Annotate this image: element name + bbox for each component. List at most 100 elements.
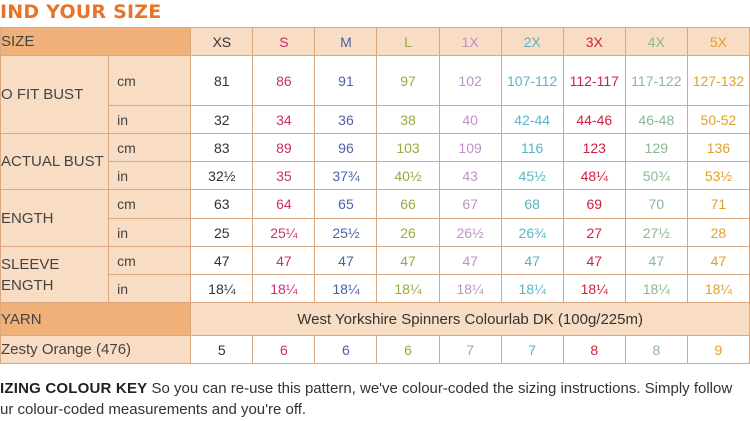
measurement-value: 40 — [438, 105, 502, 134]
size-header: 3X — [562, 27, 626, 56]
measurement-value: 26½ — [438, 218, 502, 247]
size-header: M — [314, 27, 378, 56]
skein-count: 8 — [562, 335, 626, 364]
measurement-value: 26¾ — [500, 218, 564, 247]
measurement-value: 112-117 — [562, 55, 626, 106]
sizing-colour-key: IZING COLOUR KEY So you can re-use this … — [0, 378, 750, 420]
colour-label: Zesty Orange (476) — [0, 335, 192, 364]
measurement-value: 47 — [562, 246, 626, 275]
sleeve-label-line-1: SLEEVE — [1, 255, 60, 273]
measurement-value: 18¼ — [190, 274, 254, 303]
skein-count: 6 — [376, 335, 440, 364]
measurement-row: ENGTH cm 63 64 65 66 67 68 69 70 71 — [0, 189, 750, 247]
size-header: S — [252, 27, 316, 56]
measurement-value: 18¼ — [252, 274, 316, 303]
measurement-group-label: ACTUAL BUST — [0, 133, 110, 190]
measurement-value: 83 — [190, 133, 254, 162]
measurement-group-label: O FIT BUST — [0, 55, 110, 134]
measurement-value: 103 — [376, 133, 440, 162]
measurement-value: 91 — [314, 55, 378, 106]
unit-label: in — [108, 218, 192, 247]
measurement-value: 47 — [686, 246, 750, 275]
key-heading: IZING COLOUR KEY — [0, 380, 148, 397]
measurement-value: 86 — [252, 55, 316, 106]
size-header: 1X — [438, 27, 502, 56]
measurement-value: 117-122 — [624, 55, 688, 106]
measurement-value: 18¼ — [562, 274, 626, 303]
measurement-row: ACTUAL BUST cm 83 89 96 103 109 116 123 129 136 — [0, 133, 750, 190]
key-line-1: So you can re-use this pattern, we've co… — [147, 380, 733, 397]
measurement-value: 127-132 — [686, 55, 750, 106]
measurement-value: 47 — [376, 246, 440, 275]
measurement-row: in 32 34 36 38 40 42-44 44-46 46-48 50-52 — [1, 105, 750, 134]
measurement-value: 18¼ — [686, 274, 750, 303]
size-header: 4X — [624, 27, 688, 56]
size-table: SIZE XS S M L 1X 2X 3X 4X 5X O FIT BUST c… — [0, 27, 750, 364]
measurement-value: 45½ — [500, 161, 564, 190]
size-header: 5X — [686, 27, 750, 56]
skein-count: 7 — [500, 335, 564, 364]
measurement-value: 50¾ — [624, 161, 688, 190]
measurement-value: 136 — [686, 133, 750, 162]
measurement-value: 64 — [252, 189, 316, 219]
size-header: L — [376, 27, 440, 56]
unit-label: in — [108, 274, 192, 303]
measurement-value: 28 — [686, 218, 750, 247]
measurement-group-label: SLEEVE ENGTH — [0, 246, 110, 303]
measurement-row: in 18¼ 18¼ 18¼ 18¼ 18¼ 18¼ 18¼ 18¼ 18¼ — [1, 274, 750, 303]
measurement-value: 63 — [190, 189, 254, 219]
measurement-value: 27 — [562, 218, 626, 247]
measurement-row: O FIT BUST cm 81 86 91 97 102 107-112 112-117 117… — [0, 55, 750, 134]
measurement-value: 27½ — [624, 218, 688, 247]
measurement-value: 50-52 — [686, 105, 750, 134]
measurement-value: 47 — [314, 246, 378, 275]
skein-count: 6 — [314, 335, 378, 364]
measurement-value: 48¼ — [562, 161, 626, 190]
measurement-value: 46-48 — [624, 105, 688, 134]
yarn-row: YARN West Yorkshire Spinners Colourlab DK… — [0, 302, 750, 336]
measurement-value: 97 — [376, 55, 440, 106]
measurement-row: in 25 25¼ 25½ 26 26½ 26¾ 27 27½ 28 — [1, 218, 750, 247]
measurement-value: 53½ — [686, 161, 750, 190]
measurement-value: 36 — [314, 105, 378, 134]
skein-count: 5 — [190, 335, 254, 364]
measurement-value: 40½ — [376, 161, 440, 190]
skein-count: 8 — [624, 335, 688, 364]
measurement-value: 25¼ — [252, 218, 316, 247]
measurement-value: 25½ — [314, 218, 378, 247]
yarn-label: YARN — [0, 302, 192, 336]
measurement-value: 32 — [190, 105, 254, 134]
measurement-value: 66 — [376, 189, 440, 219]
measurement-value: 81 — [190, 55, 254, 106]
measurement-value: 47 — [190, 246, 254, 275]
measurement-value: 47 — [252, 246, 316, 275]
measurement-value: 18¼ — [624, 274, 688, 303]
measurement-value: 35 — [252, 161, 316, 190]
unit-label: in — [108, 161, 192, 190]
measurement-value: 42-44 — [500, 105, 564, 134]
page-title: IND YOUR SIZE — [0, 1, 162, 23]
size-header-row: SIZE XS S M L 1X 2X 3X 4X 5X — [0, 27, 750, 56]
measurement-row: in 32½ 35 37¾ 40½ 43 45½ 48¼ 50¾ 53½ — [1, 161, 750, 190]
measurement-group-label: ENGTH — [0, 189, 110, 247]
skein-count: 6 — [252, 335, 316, 364]
measurement-value: 38 — [376, 105, 440, 134]
measurement-value: 44-46 — [562, 105, 626, 134]
measurement-value: 89 — [252, 133, 316, 162]
sleeve-label-line-2: ENGTH — [1, 276, 54, 294]
measurement-value: 71 — [686, 189, 750, 219]
unit-label: cm — [108, 55, 192, 106]
measurement-value: 34 — [252, 105, 316, 134]
measurement-value: 70 — [624, 189, 688, 219]
measurement-value: 116 — [500, 133, 564, 162]
measurement-value: 18¼ — [376, 274, 440, 303]
measurement-value: 47 — [500, 246, 564, 275]
measurement-value: 32½ — [190, 161, 254, 190]
measurement-value: 65 — [314, 189, 378, 219]
measurement-value: 37¾ — [314, 161, 378, 190]
measurement-value: 18¼ — [314, 274, 378, 303]
measurement-value: 96 — [314, 133, 378, 162]
measurement-value: 26 — [376, 218, 440, 247]
measurement-row: SLEEVE ENGTH cm 47 47 47 47 47 47 47 47 47 — [0, 246, 750, 303]
measurement-value: 102 — [438, 55, 502, 106]
